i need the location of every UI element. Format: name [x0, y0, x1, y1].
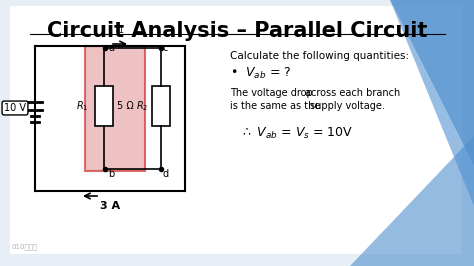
Text: d: d [163, 169, 169, 179]
Polygon shape [390, 0, 474, 206]
Bar [85, 46, 145, 171]
Text: Circuit Analysis – Parallel Circuit: Circuit Analysis – Parallel Circuit [47, 21, 427, 41]
Text: c: c [163, 43, 168, 53]
Text: Calculate the following quantities:: Calculate the following quantities: [230, 51, 409, 61]
Bar [95, 86, 113, 126]
Text: $I_1$: $I_1$ [115, 22, 125, 36]
Text: •  $V_{ab}$ = ?: • $V_{ab}$ = ? [230, 66, 292, 81]
Polygon shape [350, 136, 474, 266]
Text: $R_1$: $R_1$ [76, 99, 88, 113]
Text: $\therefore$ $V_{ab}$ = $V_s$ = 10V: $\therefore$ $V_{ab}$ = $V_s$ = 10V [240, 126, 353, 141]
Text: 3 A: 3 A [100, 201, 120, 211]
Text: a: a [108, 43, 114, 53]
Text: $R_2$: $R_2$ [136, 99, 148, 113]
Text: is the same as the: is the same as the [230, 101, 323, 111]
Text: 5 Ω: 5 Ω [117, 101, 134, 111]
Text: across each branch: across each branch [305, 88, 400, 98]
Text: 010授课网: 010授课网 [12, 243, 38, 250]
Text: 10 V: 10 V [4, 103, 26, 113]
Bar [152, 86, 170, 126]
Text: The voltage drop: The voltage drop [230, 88, 316, 98]
Polygon shape [320, 0, 474, 166]
Text: b: b [108, 169, 114, 179]
Text: supply voltage.: supply voltage. [310, 101, 385, 111]
